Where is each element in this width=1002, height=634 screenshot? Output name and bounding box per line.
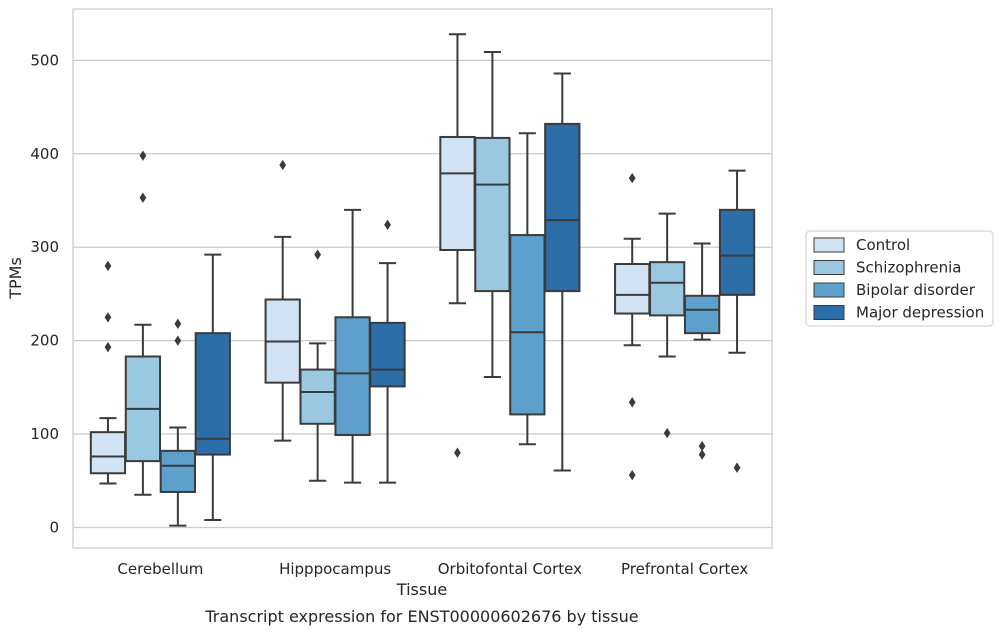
outlier-point (733, 462, 741, 473)
y-tick-label: 500 (30, 51, 59, 69)
outlier-point (174, 335, 182, 346)
series-control (89, 33, 651, 485)
outlier-point (698, 449, 706, 460)
legend-frame (805, 230, 994, 327)
y-tick-label: 200 (30, 332, 59, 350)
box-body (334, 316, 371, 436)
outlier-point (104, 260, 112, 272)
box-body (299, 368, 336, 425)
y-tick-label: 100 (30, 425, 59, 443)
outlier-point (139, 150, 147, 161)
box (124, 150, 162, 496)
box (159, 318, 196, 527)
x-axis-ticks: Cerebellum Hipppocampus Orbitofontal Corte… (117, 560, 748, 578)
box-body (439, 135, 476, 252)
legend: Control Schizophrenia Bipolar disorder Majo… (805, 230, 994, 327)
series-bipolar-disorder (159, 132, 721, 527)
outlier-point (314, 249, 322, 260)
legend-swatch (813, 237, 845, 253)
box (509, 132, 546, 446)
plot-frame (72, 8, 773, 549)
legend-swatch (813, 282, 845, 298)
x-tick-label: Prefrontal Cortex (621, 560, 748, 578)
outlier-point (628, 172, 636, 184)
box-body (614, 263, 651, 315)
gridlines (73, 59, 772, 529)
box (718, 169, 756, 473)
box-body (474, 136, 511, 293)
box (299, 249, 336, 482)
box (683, 242, 721, 460)
outlier-point (454, 447, 461, 458)
box (649, 212, 686, 439)
box-body (159, 449, 196, 493)
box-body (718, 208, 756, 296)
box (544, 72, 581, 472)
outlier-point (279, 159, 287, 171)
box-body (509, 234, 546, 416)
outlier-point (174, 318, 182, 329)
box (439, 33, 476, 458)
legend-label: Bipolar disorder (856, 281, 976, 299)
box (89, 260, 127, 485)
outlier-point (139, 192, 147, 203)
box-body (649, 261, 686, 317)
y-tick-label: 300 (30, 238, 59, 256)
outlier-point (628, 397, 636, 408)
box (369, 219, 406, 484)
outlier-point (698, 441, 706, 452)
box (194, 253, 231, 521)
box (474, 50, 511, 379)
box-body (544, 122, 581, 293)
outlier-point (384, 219, 391, 230)
box-body (89, 431, 127, 475)
x-tick-label: Hipppocampus (279, 560, 391, 578)
outlier-point (663, 427, 671, 439)
chart-caption: Transcript expression for ENST0000060267… (204, 607, 638, 626)
y-tick-label: 0 (49, 518, 59, 536)
box-series (89, 33, 756, 527)
x-tick-label: Cerebellum (117, 560, 203, 578)
legend-swatch (813, 305, 845, 320)
box (264, 159, 301, 442)
legend-label: Control (856, 236, 910, 254)
series-schizophrenia (124, 50, 686, 496)
outlier-point (104, 312, 112, 323)
box-body (683, 294, 721, 335)
legend-swatch (813, 260, 845, 275)
x-axis-label: Tissue (396, 580, 447, 599)
y-axis-label: TPMs (6, 257, 25, 300)
outlier-point (104, 341, 112, 353)
outlier-point (628, 469, 636, 481)
box (614, 172, 651, 481)
y-tick-label: 400 (30, 145, 59, 163)
box (334, 208, 371, 484)
box-body (194, 332, 231, 456)
box-body (369, 321, 406, 388)
series-major-depression (194, 72, 756, 521)
x-tick-label: Orbitofontal Cortex (438, 560, 582, 578)
y-axis-ticks: 0 100 200 300 400 500 (30, 51, 59, 536)
legend-label: Schizophrenia (856, 259, 961, 277)
legend-label: Major depression (856, 304, 984, 322)
